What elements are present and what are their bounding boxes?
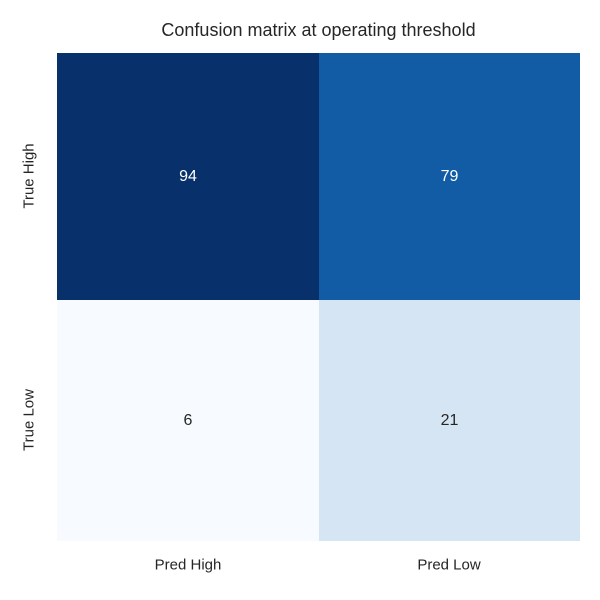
heatmap: 94 79 6 21 (57, 53, 580, 541)
ytick-true-high: True High (20, 143, 38, 209)
chart-title: Confusion matrix at operating threshold (161, 20, 476, 40)
heatmap-cell-true-low-pred-low: 21 (319, 300, 580, 541)
cell-value: 6 (183, 411, 193, 429)
cell-value: 79 (440, 167, 459, 185)
cell-value: 94 (179, 167, 197, 185)
heatmap-cell-true-high-pred-low: 79 (319, 53, 580, 300)
ytick-true-low: True Low (20, 389, 38, 451)
xtick-pred-high: Pred High (154, 556, 222, 574)
xtick-pred-low: Pred Low (417, 556, 481, 574)
cell-value: 21 (440, 411, 459, 429)
heatmap-cell-true-low-pred-high: 6 (57, 300, 319, 541)
heatmap-cell-true-high-pred-high: 94 (57, 53, 319, 300)
